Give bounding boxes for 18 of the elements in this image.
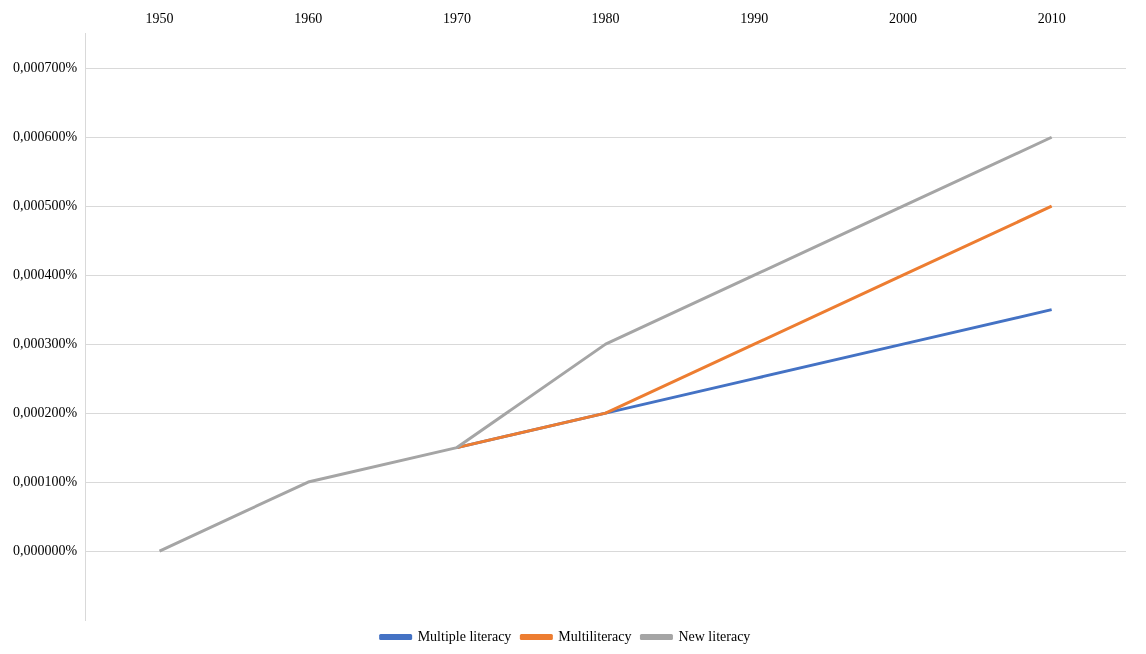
x-tick-label: 1980 xyxy=(591,11,620,27)
y-tick-label: 0,000400% xyxy=(12,266,78,282)
y-tick-label: 0,000100% xyxy=(12,473,78,489)
x-tick-label: 2010 xyxy=(1037,11,1066,27)
x-tick-label: 1960 xyxy=(294,11,323,27)
x-tick-label: 1990 xyxy=(740,11,769,27)
y-tick-label: 0,000300% xyxy=(12,335,78,351)
y-tick-label: 0,000600% xyxy=(12,128,78,144)
y-tick-label: 0,000200% xyxy=(12,404,78,420)
y-tick-label: 0,000700% xyxy=(12,59,78,75)
x-tick-label: 2000 xyxy=(888,11,917,27)
legend-label: Multiple literacy xyxy=(417,628,512,644)
legend-label: Multiliteracy xyxy=(558,628,632,644)
y-tick-label: 0,000500% xyxy=(12,197,78,213)
y-tick-label: 0,000000% xyxy=(12,542,78,558)
x-tick-label: 1970 xyxy=(442,11,471,27)
legend-label: New literacy xyxy=(678,628,751,644)
x-tick-label: 1950 xyxy=(145,11,174,27)
